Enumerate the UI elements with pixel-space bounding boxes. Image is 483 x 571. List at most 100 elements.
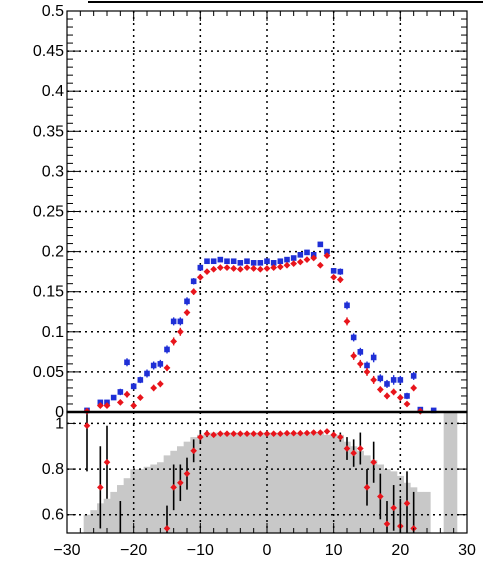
main-point-diamond [223, 264, 231, 272]
x-tick-label: 30 [458, 542, 476, 559]
main-y-tick-label: 0.4 [42, 83, 64, 100]
main-point-diamond [303, 256, 311, 264]
ratio-point [203, 430, 211, 437]
main-point-square [350, 334, 357, 341]
ratio-point [230, 430, 237, 437]
ratio-point [257, 430, 264, 437]
ratio-point [163, 525, 171, 532]
main-point-square [324, 248, 330, 255]
main-point-square [117, 389, 124, 395]
ratio-point [343, 445, 351, 452]
main-point-diamond [410, 384, 418, 392]
ratio-point [170, 484, 177, 491]
main-point-diamond [330, 273, 338, 281]
main-point-square [357, 349, 364, 355]
main-point-diamond [170, 338, 178, 345]
uncertainty-band-bin [337, 434, 344, 533]
uncertainty-band-bin [163, 455, 171, 533]
uncertainty-band-bin [210, 432, 218, 533]
main-point-square [297, 252, 304, 258]
main-point-square [270, 260, 277, 266]
uncertainty-band-bin [270, 432, 278, 533]
main-point-square [377, 375, 384, 382]
main-point-square [317, 241, 324, 248]
main-point-diamond [230, 265, 238, 272]
uncertainty-band-bin [137, 469, 144, 533]
main-point-square [250, 260, 257, 266]
uncertainty-band-bin [290, 432, 298, 533]
main-point-diamond [283, 261, 291, 269]
uncertainty-band-bin [450, 412, 458, 533]
main-point-diamond [290, 260, 298, 268]
ratio-point [383, 520, 391, 528]
uncertainty-band-bin [350, 446, 358, 533]
main-point-diamond [310, 254, 318, 262]
main-point-square [124, 359, 130, 366]
main-point-square [210, 258, 217, 265]
main-point-diamond [250, 265, 258, 272]
uncertainty-band-bin [257, 432, 264, 533]
main-point-square [384, 381, 390, 387]
main-point-diamond [163, 364, 171, 372]
main-point-diamond [396, 394, 404, 401]
uncertainty-band-bin [83, 514, 91, 533]
main-y-tick-label: 0.25 [33, 204, 64, 221]
main-point-square [397, 377, 404, 383]
main-point-square [217, 256, 224, 263]
uncertainty-band-bin [297, 432, 304, 533]
main-point-square [177, 318, 184, 325]
main-point-diamond [403, 400, 411, 408]
ratio-point [277, 430, 284, 437]
ratio-point [217, 430, 224, 437]
x-tick-label: −30 [53, 542, 80, 559]
uncertainty-band-bin [217, 432, 224, 533]
main-point-diamond [196, 273, 204, 281]
main-point-diamond [216, 264, 224, 272]
ratio-y-tick-label: 1 [55, 415, 64, 432]
main-point-square [130, 383, 137, 390]
ratio-point [357, 445, 364, 452]
ratio-point [210, 431, 217, 439]
ratio-point [270, 430, 277, 437]
ratio-point [290, 429, 297, 437]
main-point-diamond [183, 309, 191, 316]
main-point-diamond [296, 258, 304, 266]
main-point-square [364, 362, 370, 369]
main-point-square [304, 249, 310, 256]
uncertainty-band-bin [357, 450, 364, 533]
uncertainty-band-bin [123, 478, 131, 533]
main-point-square [277, 258, 284, 265]
ratio-point [330, 431, 337, 439]
uncertainty-band-bin [190, 437, 198, 533]
main-point-square [430, 407, 437, 414]
ratio-point [223, 430, 231, 437]
ratio-point [250, 430, 257, 437]
uncertainty-band-bin [263, 432, 271, 533]
main-point-square [404, 393, 410, 399]
ratio-point [350, 449, 357, 457]
main-point-diamond [370, 376, 378, 384]
main-point-square [230, 258, 237, 265]
main-point-square [344, 302, 350, 309]
ratio-point [370, 458, 377, 466]
main-point-diamond [336, 276, 344, 284]
main-point-diamond [363, 368, 371, 376]
main-point-square [290, 255, 297, 261]
uncertainty-band-bin [197, 434, 204, 533]
uncertainty-band-bin [203, 433, 211, 533]
uncertainty-band-bin [317, 432, 324, 533]
main-point-diamond [156, 380, 164, 388]
main-point-diamond [263, 265, 271, 272]
ratio-y-tick-label: 0.8 [42, 461, 64, 478]
ratio-point [83, 422, 91, 429]
main-y-tick-label: 0.35 [33, 123, 64, 140]
main-point-square [157, 361, 164, 367]
uncertainty-band-bin [383, 469, 391, 533]
ratio-point [237, 430, 244, 437]
ratio-point [390, 504, 397, 512]
main-point-diamond [316, 261, 324, 269]
main-point-diamond [236, 265, 244, 273]
uncertainty-band-bin [237, 432, 244, 533]
main-y-tick-label: 0.1 [42, 324, 64, 341]
